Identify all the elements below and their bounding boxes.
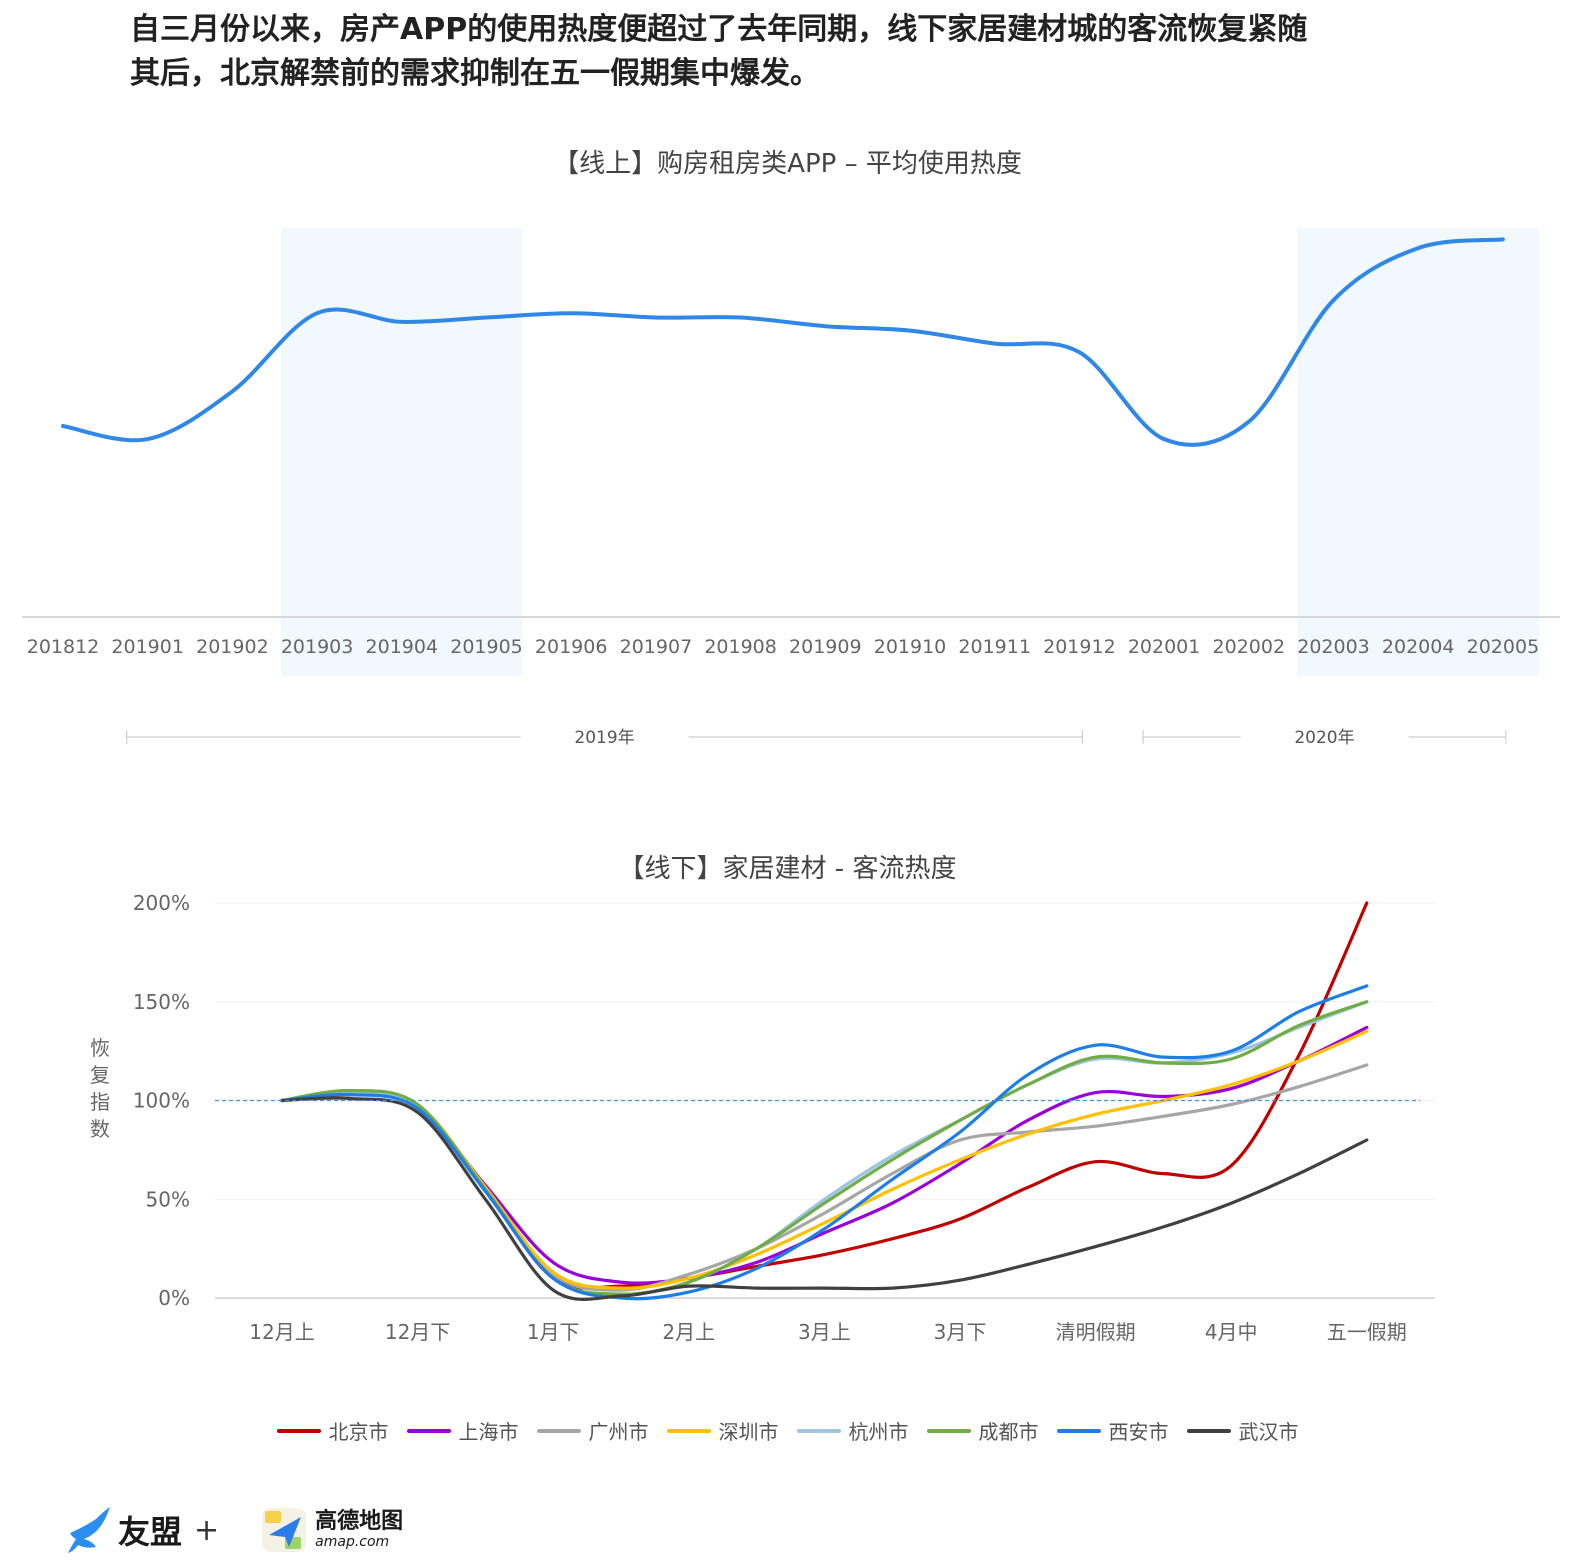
offline-traffic-chart: 0% 50% 100% 150% 200% 恢复指数 12月上 12月下 1月下 2月上 3月上… — [90, 891, 1435, 1344]
highlight-bands — [281, 228, 1539, 676]
x-tick-label: 201902 — [196, 636, 269, 658]
x-tick-label: 201907 — [620, 636, 693, 658]
x-tick-label: 201901 — [111, 636, 184, 658]
x-tick-label: 201906 — [535, 636, 608, 658]
legend-swatch — [536, 1428, 581, 1433]
series-line — [280, 1029, 1369, 1290]
amap-logo-icon — [262, 1508, 307, 1552]
y-tick-label: 100% — [133, 1089, 190, 1113]
x-tick-label: 201910 — [874, 636, 947, 658]
year-label-2: 2020年 — [1294, 728, 1354, 748]
y-axis-label-char: 数 — [90, 1117, 110, 1141]
y-axis-label-char: 复 — [90, 1063, 110, 1087]
series-line — [280, 1096, 1369, 1302]
legend-item: 深圳市 — [666, 1416, 779, 1445]
legend-label: 广州市 — [588, 1420, 649, 1444]
x-tick-label: 201904 — [366, 636, 439, 658]
amap-logo-url: amap.com — [315, 1534, 390, 1550]
legend-swatch — [796, 1428, 841, 1433]
x-tick-label: 2月上 — [662, 1320, 715, 1344]
legend-label: 西安市 — [1108, 1420, 1169, 1444]
x-tick-label: 201812 — [27, 636, 100, 658]
highlight-band-2 — [1297, 228, 1539, 676]
legend-item: 杭州市 — [796, 1416, 909, 1445]
online-chart-title: 【线上】购房租房类APP – 平均使用热度 — [553, 149, 1022, 179]
y-axis-ticks: 0% 50% 100% 150% 200% — [133, 891, 190, 1310]
x-tick-label: 201903 — [281, 636, 354, 658]
y-axis-label: 恢复指数 — [90, 1036, 110, 1141]
series-line — [280, 1025, 1369, 1285]
series-line — [280, 1000, 1369, 1296]
legend-label: 上海市 — [458, 1420, 519, 1444]
umeng-logo-text: 友盟 — [118, 1513, 183, 1551]
x-tick-label: 202002 — [1213, 636, 1286, 658]
x-tick-label: 12月上 — [249, 1320, 314, 1344]
x-tick-label: 1月下 — [527, 1320, 580, 1344]
legend-item: 广州市 — [536, 1416, 649, 1445]
legend-label: 武汉市 — [1238, 1420, 1299, 1444]
online-usage-chart: 201812 201901 201902 201903 201904 201905 2019… — [22, 228, 1560, 748]
logo-plus: + — [194, 1512, 220, 1548]
legend-swatch — [406, 1428, 451, 1433]
legend: 北京市 上海市 广州市 深圳市 杭州市 成都市 西安市 武汉市 — [0, 1416, 1575, 1445]
legend-swatch — [666, 1428, 711, 1433]
legend-label: 杭州市 — [848, 1420, 909, 1444]
legend-label: 成都市 — [978, 1420, 1039, 1444]
umeng-logo-icon — [68, 1507, 110, 1553]
x-tick-label: 201912 — [1043, 636, 1116, 658]
x-tick-label: 201909 — [789, 636, 862, 658]
headline: 自三月份以来，房产APP的使用热度便超过了去年同期，线下家居建材城的客流恢复紧随… — [130, 8, 1430, 96]
x-tick-label: 清明假期 — [1056, 1320, 1136, 1344]
y-tick-label: 150% — [133, 990, 190, 1014]
legend-label: 北京市 — [328, 1420, 389, 1444]
headline-line-2: 其后，北京解禁前的需求抑制在五一假期集中爆发。 — [130, 56, 820, 91]
offline-chart-title: 【线下】家居建材 - 客流热度 — [618, 854, 957, 884]
highlight-band-1 — [281, 228, 523, 676]
x-tick-label: 202004 — [1382, 636, 1455, 658]
y-tick-label: 200% — [133, 891, 190, 915]
x-axis-labels: 12月上 12月下 1月下 2月上 3月上 3月下 清明假期 4月中 五一假期 — [249, 1320, 1407, 1344]
y-axis-label-char: 指 — [90, 1090, 110, 1114]
year-label-1: 2019年 — [574, 728, 634, 748]
x-tick-label: 201911 — [958, 636, 1031, 658]
legend-label: 深圳市 — [718, 1420, 779, 1444]
series-line — [280, 984, 1369, 1301]
x-tick-label: 3月上 — [798, 1320, 851, 1344]
legend-swatch — [926, 1428, 971, 1433]
headline-line-1: 自三月份以来，房产APP的使用热度便超过了去年同期，线下家居建材城的客流恢复紧随 — [130, 12, 1308, 47]
legend-swatch — [1186, 1428, 1231, 1433]
legend-item: 西安市 — [1056, 1416, 1169, 1445]
x-tick-label: 12月下 — [385, 1320, 450, 1344]
y-axis-label-char: 恢 — [90, 1036, 110, 1060]
x-tick-label: 4月中 — [1205, 1320, 1258, 1344]
y-tick-label: 50% — [146, 1187, 190, 1211]
x-tick-label: 201905 — [450, 636, 523, 658]
x-tick-label: 202001 — [1128, 636, 1201, 658]
legend-swatch — [276, 1428, 321, 1433]
x-tick-label: 201908 — [704, 636, 777, 658]
year-brackets: 2019年 2020年 — [126, 728, 1507, 748]
series-line — [280, 1000, 1369, 1296]
series-lines — [280, 901, 1369, 1302]
x-tick-label: 五一假期 — [1327, 1320, 1407, 1344]
legend-item: 武汉市 — [1186, 1416, 1299, 1445]
online-usage-line — [61, 237, 1505, 447]
logos: 友盟 + 高德地图 amap.com — [66, 1500, 403, 1560]
x-tick-label: 202003 — [1297, 636, 1370, 658]
amap-logo-text: 高德地图 — [315, 1509, 404, 1534]
y-tick-label: 0% — [158, 1286, 190, 1310]
legend-item: 成都市 — [926, 1416, 1039, 1445]
legend-item: 北京市 — [276, 1416, 389, 1445]
legend-item: 上海市 — [406, 1416, 519, 1445]
legend-swatch — [1056, 1428, 1101, 1433]
x-axis-labels: 201812 201901 201902 201903 201904 201905 2019… — [27, 636, 1539, 658]
x-tick-label: 3月下 — [934, 1320, 987, 1344]
x-tick-label: 202005 — [1467, 636, 1540, 658]
